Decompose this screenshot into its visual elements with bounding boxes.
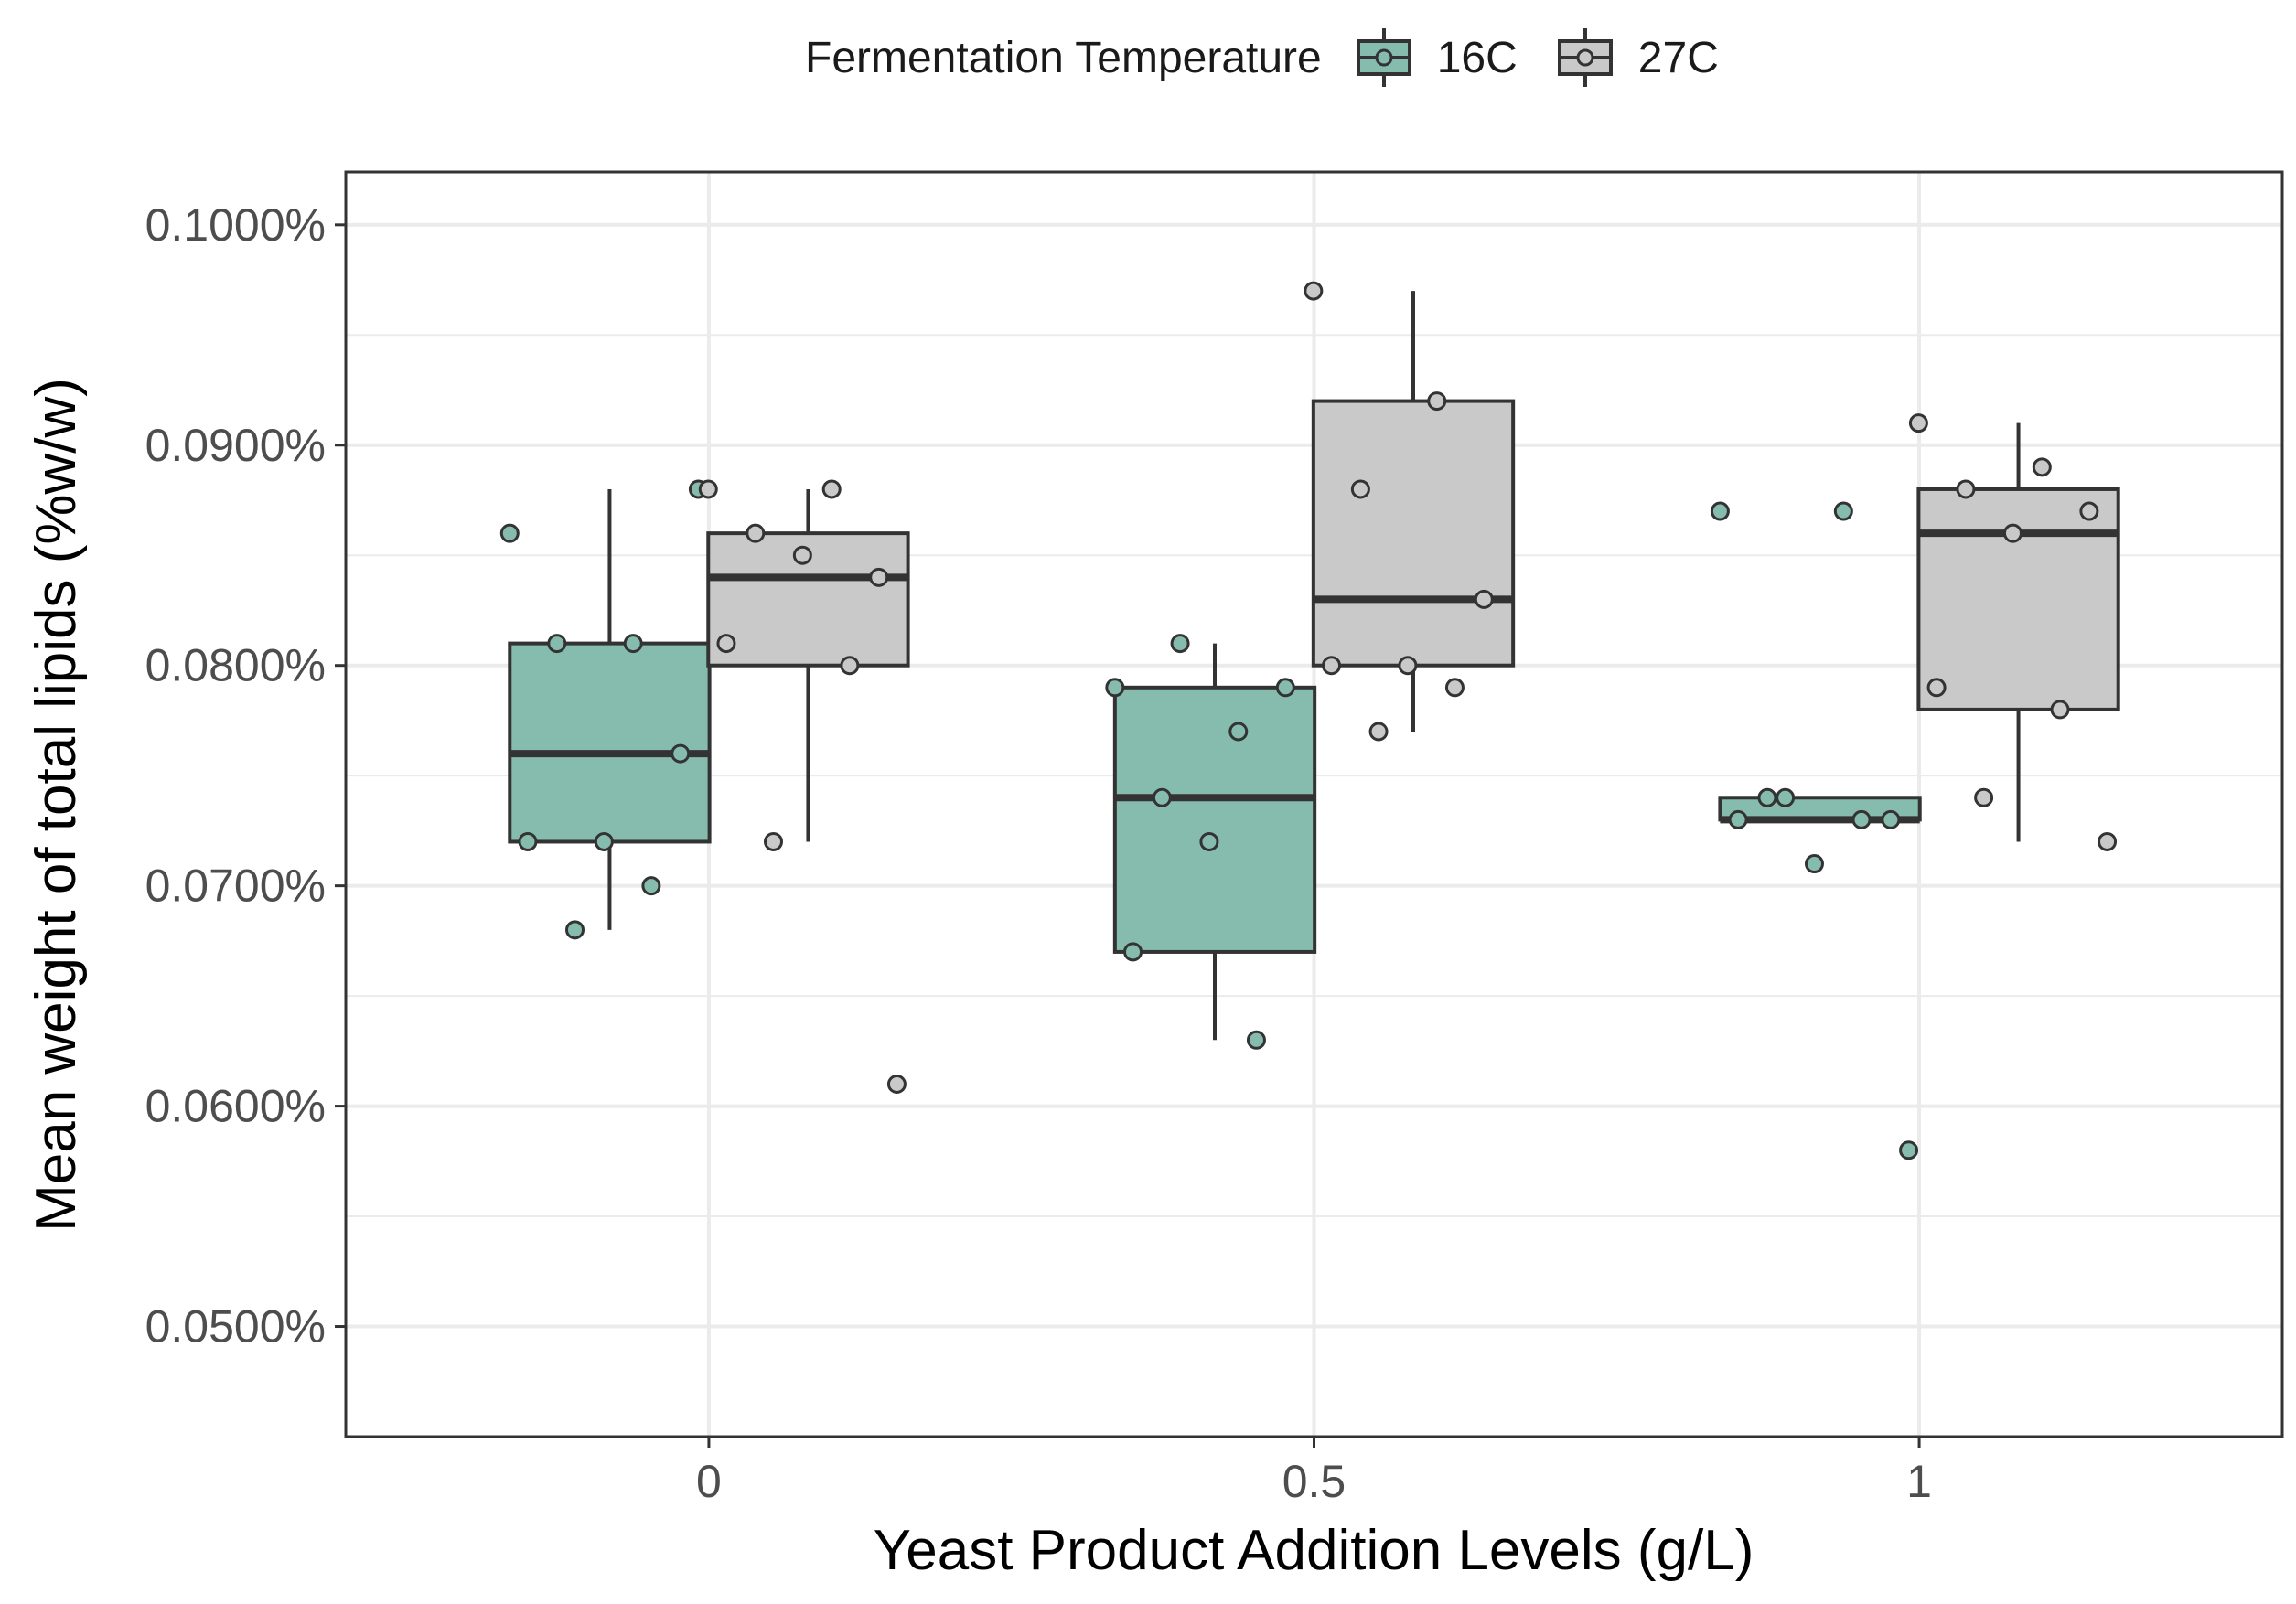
data-point-27c	[1444, 678, 1465, 698]
data-point-16c	[1851, 809, 1872, 829]
boxplot-27c-0.5	[1311, 291, 1516, 732]
data-point-16c	[623, 634, 643, 654]
data-point-16c	[518, 831, 538, 851]
data-point-16c	[594, 831, 614, 851]
data-point-16c	[1833, 501, 1853, 521]
data-point-27c	[698, 479, 718, 499]
data-point-27c	[792, 545, 812, 565]
x-axis-tick-label: 0.5	[1282, 1456, 1346, 1507]
boxplot-16c-0	[508, 488, 712, 930]
data-point-27c	[1974, 787, 1994, 807]
data-points	[499, 281, 2118, 1160]
box-iqr	[1916, 487, 2120, 711]
y-axis-tick-label: 0.0700%	[145, 861, 326, 912]
legend-entry-16c: 16C	[1355, 28, 1518, 87]
data-point-27c	[1427, 391, 1447, 412]
data-point-27c	[869, 567, 889, 587]
legend-key-16c	[1356, 28, 1411, 87]
data-point-16c	[1152, 787, 1172, 807]
data-point-16c	[1228, 722, 1249, 742]
x-axis-tick-label: 1	[1906, 1456, 1932, 1507]
y-axis: 0.0500% 0.0600% 0.0700% 0.0800% 0.0900% 0.100…	[145, 199, 346, 1353]
data-point-16c	[1728, 809, 1748, 829]
data-point-16c	[547, 634, 567, 654]
data-point-16c	[1899, 1140, 1919, 1160]
legend-entry-27c: 27C	[1556, 28, 1719, 87]
data-point-27c	[1908, 413, 1928, 433]
data-point-16c	[1105, 678, 1125, 698]
data-point-27c	[1398, 656, 1418, 676]
data-point-27c	[886, 1074, 907, 1094]
data-point-16c	[1710, 501, 1730, 521]
data-point-16c	[1881, 809, 1901, 829]
legend: Fermentation Temperature 16C 27C	[805, 26, 1744, 90]
data-point-27c	[1926, 678, 1947, 698]
data-point-27c	[1304, 281, 1324, 301]
data-point-27c	[840, 656, 860, 676]
data-point-16c	[641, 876, 661, 896]
legend-label-16c: 16C	[1436, 33, 1518, 82]
legend-key-27c	[1557, 28, 1613, 87]
data-point-16c	[499, 523, 520, 543]
data-point-27c	[2098, 831, 2118, 851]
data-point-16c	[1275, 678, 1295, 698]
y-axis-title: Mean weight of total lipids (%w/w)	[25, 378, 88, 1232]
data-point-27c	[1474, 589, 1494, 609]
data-point-27c	[2050, 700, 2070, 720]
x-axis-tick-label: 0	[696, 1456, 722, 1507]
data-point-27c	[2079, 501, 2099, 521]
data-point-16c	[1804, 854, 1824, 874]
legend-title: Fermentation Temperature	[805, 33, 1322, 82]
data-point-27c	[1368, 722, 1389, 742]
data-point-16c	[1776, 787, 1796, 807]
x-axis-title: Yeast Product Addition Levels (g/L)	[874, 1519, 1754, 1582]
legend-label-27c: 27C	[1637, 33, 1719, 82]
box-iqr	[1311, 399, 1516, 668]
y-axis-tick-label: 0.0800%	[145, 640, 326, 691]
box-iqr	[1112, 685, 1317, 954]
data-point-16c	[1757, 787, 1777, 807]
y-axis-tick-label: 0.0900%	[145, 420, 326, 471]
data-point-27c	[1956, 479, 1976, 499]
data-point-16c	[1199, 831, 1219, 851]
y-axis-tick-label: 0.0600%	[145, 1081, 326, 1132]
data-point-16c	[1246, 1030, 1266, 1050]
data-point-27c	[716, 634, 736, 654]
y-axis-tick-label: 0.0500%	[145, 1301, 326, 1353]
data-point-16c	[565, 920, 585, 940]
box-iqr	[508, 641, 712, 844]
data-point-16c	[1170, 634, 1190, 654]
data-point-16c	[1123, 942, 1143, 962]
data-point-27c	[746, 523, 766, 543]
data-point-27c	[763, 831, 783, 851]
boxplot-16c-0.5	[1112, 643, 1317, 1041]
data-point-27c	[821, 479, 842, 499]
y-axis-tick-label: 0.1000%	[145, 199, 326, 251]
data-point-27c	[2002, 523, 2022, 543]
data-point-27c	[1350, 479, 1370, 499]
data-point-27c	[1322, 656, 1342, 676]
x-axis: 0 0.5 1	[696, 1437, 1932, 1507]
data-point-27c	[2032, 457, 2052, 477]
data-point-16c	[671, 743, 691, 764]
